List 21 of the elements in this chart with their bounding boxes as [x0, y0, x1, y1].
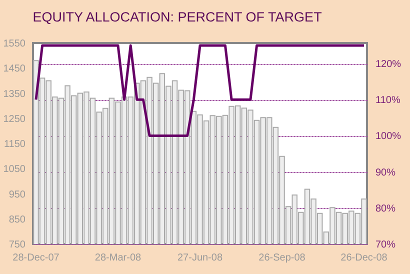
x-tick-label: 26-Sep-08 — [258, 252, 306, 264]
x-tick-label: 26-Dec-08 — [340, 252, 388, 264]
y-tick-label: 1350 — [3, 88, 26, 100]
y2-tick-label: 90% — [376, 167, 396, 178]
y-tick-label: 1550 — [3, 38, 26, 50]
x-tick-label: 27-Jun-08 — [177, 252, 223, 264]
x-tick-label: 28-Dec-07 — [12, 252, 60, 264]
y-tick-label: 1150 — [4, 139, 26, 150]
y-tick-label: 1050 — [3, 164, 26, 176]
chart-title: EQUITY ALLOCATION: PERCENT OF TARGET — [32, 10, 322, 24]
y-tick-label: 950 — [8, 189, 26, 200]
y2-tick-label: 110% — [376, 95, 400, 106]
y2-tick-label: 80% — [376, 203, 396, 214]
y-tick-label: 1250 — [3, 114, 26, 125]
y2-tick-label: 100% — [376, 131, 402, 142]
y-tick-label: 850 — [8, 214, 26, 226]
y2-tick-label: 70% — [376, 240, 396, 250]
y2-tick-label: 120% — [376, 59, 402, 70]
y-tick-label: 1450 — [3, 64, 26, 75]
y-tick-label: 750 — [8, 240, 26, 250]
x-tick-label: 28-Mar-08 — [94, 252, 142, 264]
